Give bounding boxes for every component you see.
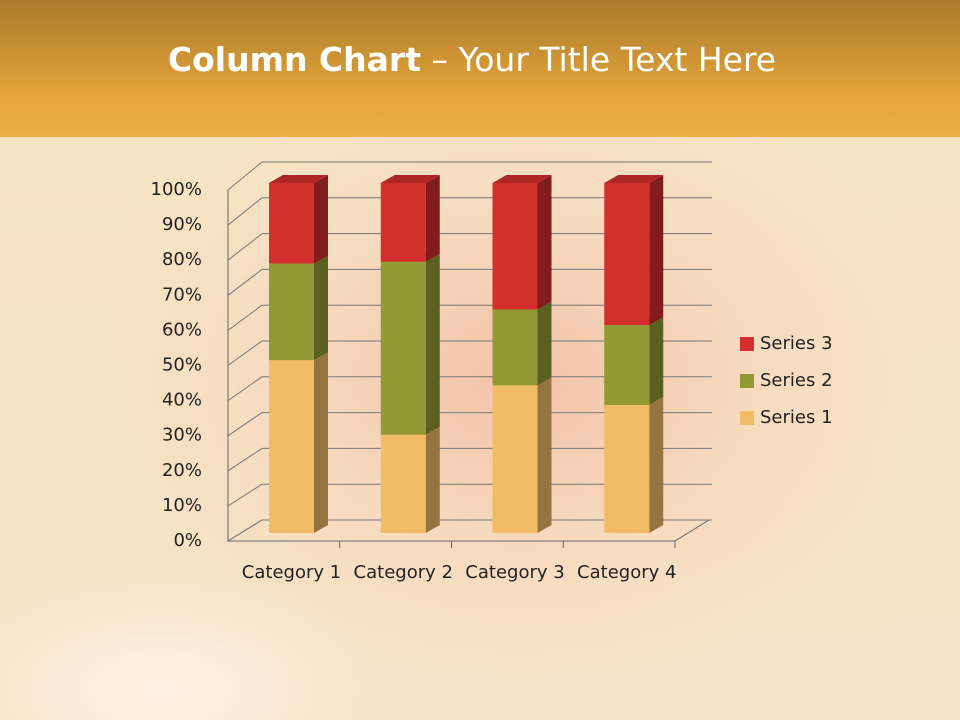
y-tick-label: 70% bbox=[162, 284, 202, 305]
title-rest: – Your Title Text Here bbox=[431, 40, 777, 79]
bar-front bbox=[380, 434, 426, 533]
bar-segment bbox=[380, 426, 440, 533]
grid-line-side bbox=[227, 412, 263, 437]
header-band bbox=[0, 0, 960, 137]
legend-label: Series 1 bbox=[760, 407, 833, 428]
x-tick-label: Category 3 bbox=[465, 562, 565, 583]
y-tick-label: 0% bbox=[173, 530, 202, 551]
slide-title: Column Chart – Your Title Text Here bbox=[0, 40, 944, 79]
y-tick-label: 20% bbox=[162, 460, 202, 481]
bar-segment bbox=[492, 301, 552, 386]
bar-side bbox=[425, 175, 440, 262]
bar-top bbox=[380, 175, 440, 183]
bar-side bbox=[425, 426, 440, 533]
bar-side bbox=[537, 301, 552, 386]
bar-front bbox=[492, 385, 538, 533]
x-tick-label: Category 1 bbox=[241, 562, 342, 583]
bar-side bbox=[425, 253, 440, 435]
legend-swatch bbox=[740, 411, 754, 425]
grid-line-side bbox=[227, 197, 263, 226]
bar-side bbox=[537, 175, 552, 310]
bar-segment bbox=[492, 175, 552, 310]
y-tick-label: 50% bbox=[162, 355, 202, 376]
legend-label: Series 3 bbox=[760, 333, 833, 354]
bar-segment bbox=[604, 396, 664, 533]
y-tick-label: 80% bbox=[162, 249, 202, 270]
bar-top bbox=[604, 175, 664, 183]
y-tick-label: 60% bbox=[162, 319, 202, 340]
x-tick-label: Category 2 bbox=[353, 562, 453, 583]
bar-segment bbox=[380, 175, 440, 262]
bar-front bbox=[492, 309, 538, 386]
grid-line-side bbox=[227, 340, 263, 366]
bar-side bbox=[314, 352, 328, 533]
bar-side bbox=[314, 255, 328, 361]
bar-side bbox=[649, 175, 664, 326]
bar-front bbox=[269, 183, 314, 264]
bar-side bbox=[649, 317, 664, 405]
grid-line-side bbox=[227, 483, 263, 507]
bar-front bbox=[380, 261, 426, 435]
bar-segment bbox=[269, 175, 328, 264]
y-tick-label: 90% bbox=[162, 214, 202, 235]
y-tick-label: 10% bbox=[162, 495, 202, 516]
grid-line-side bbox=[227, 376, 263, 402]
grid-line-side bbox=[227, 304, 263, 331]
bar-side bbox=[314, 175, 328, 264]
bar-top bbox=[492, 175, 552, 183]
y-tick-label: 100% bbox=[151, 179, 202, 200]
legend-label: Series 2 bbox=[760, 370, 833, 391]
bar-side bbox=[649, 396, 664, 533]
y-tick-label: 40% bbox=[162, 390, 202, 411]
bar-segment bbox=[269, 255, 328, 361]
y-tick-label: 30% bbox=[162, 425, 202, 446]
x-tick-label: Category 4 bbox=[577, 562, 677, 583]
bar-front bbox=[604, 325, 650, 405]
grid-line-side bbox=[227, 269, 263, 296]
bar-segment bbox=[380, 253, 440, 435]
bar-front bbox=[492, 183, 538, 310]
grid-line-side bbox=[227, 161, 263, 191]
grid-line-side bbox=[227, 447, 263, 472]
bar-front bbox=[380, 183, 426, 262]
grid-line-side bbox=[227, 519, 263, 542]
bar-top bbox=[269, 175, 328, 183]
bar-front bbox=[604, 183, 650, 326]
legend-swatch bbox=[740, 374, 754, 388]
grid-line-side bbox=[227, 233, 263, 261]
bar-segment bbox=[604, 175, 664, 326]
bar-front bbox=[604, 404, 650, 533]
bar-segment bbox=[269, 352, 328, 533]
bar-front bbox=[269, 263, 314, 361]
bar-side bbox=[537, 377, 552, 533]
legend-swatch bbox=[740, 337, 754, 351]
title-bold: Column Chart bbox=[167, 40, 421, 79]
bar-segment bbox=[604, 317, 664, 405]
bar-segment bbox=[492, 377, 552, 533]
bar-front bbox=[269, 360, 314, 533]
